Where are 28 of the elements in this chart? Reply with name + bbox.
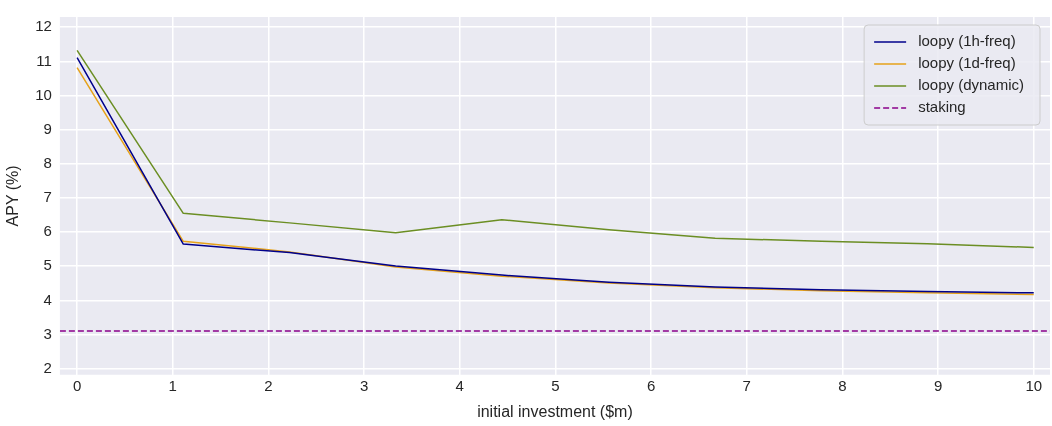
y-tick-label: 2	[43, 358, 52, 376]
y-tick-label: 3	[43, 324, 52, 342]
x-tick-label: 5	[551, 376, 560, 394]
y-tick-label: 10	[35, 85, 52, 103]
x-tick-label: 1	[168, 376, 177, 394]
y-tick-label: 4	[43, 290, 52, 308]
legend-label: loopy (1h-freq)	[918, 32, 1016, 50]
x-tick-label: 8	[838, 376, 847, 394]
x-tick-label: 6	[646, 376, 656, 394]
y-tick-label: 8	[43, 153, 52, 171]
legend-label: staking	[918, 98, 966, 116]
x-tick-label: 7	[742, 376, 751, 394]
x-axis-title: initial investment ($m)	[477, 402, 633, 420]
y-tick-label: 9	[43, 119, 52, 137]
y-tick-label: 12	[35, 17, 52, 35]
x-tick-label: 9	[933, 376, 943, 394]
y-tick-label: 11	[36, 51, 52, 69]
y-tick-label: 5	[43, 256, 52, 274]
x-tick-label: 2	[264, 376, 273, 394]
x-tick-label: 0	[72, 376, 82, 394]
legend-label: loopy (dynamic)	[918, 76, 1024, 94]
x-tick-label: 4	[455, 376, 464, 394]
x-tick-label: 10	[1025, 376, 1043, 394]
y-tick-label: 6	[43, 222, 52, 240]
y-tick-label: 7	[43, 188, 52, 206]
x-tick-label: 3	[359, 376, 369, 394]
y-axis-title: APY (%)	[4, 165, 22, 227]
legend-label: loopy (1d-freq)	[918, 54, 1016, 72]
